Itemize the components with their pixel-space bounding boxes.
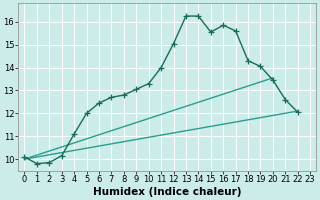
X-axis label: Humidex (Indice chaleur): Humidex (Indice chaleur) bbox=[93, 187, 242, 197]
